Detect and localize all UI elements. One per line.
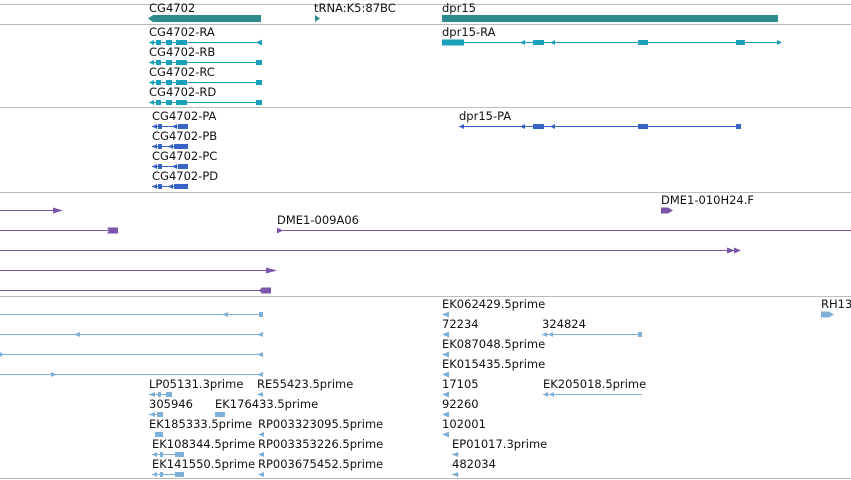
- transcript-label-dpr15-ra: dpr15-RA: [442, 25, 496, 39]
- transcript-feature-cg4702-ra[interactable]: [149, 39, 262, 46]
- clone-feature-dme1-010h24[interactable]: [661, 207, 673, 214]
- est-label-ek015435: EK015435.5prime: [442, 357, 545, 371]
- est-feature-lp05131[interactable]: [149, 392, 172, 397]
- est-feature-102001[interactable]: [442, 431, 449, 438]
- transcript-feature-cg4702-rb[interactable]: [149, 60, 262, 65]
- est-label-ek205018: EK205018.5prime: [543, 377, 646, 391]
- transcript-label-cg4702-ra: CG4702-RA: [149, 25, 215, 39]
- est-label-rp003675452: RP003675452.5prime: [258, 457, 383, 471]
- track-dividers: [0, 4, 851, 479]
- est-label-rp003353226: RP003353226.5prime: [258, 437, 383, 451]
- clone-track: DME1-010H24.F DME1-009A06: [0, 193, 851, 294]
- est-feature-rh13[interactable]: [821, 311, 834, 318]
- est-feature-ek108344[interactable]: [152, 452, 184, 457]
- clone-feature-dme1-009a06[interactable]: [277, 227, 851, 234]
- est-feature-324824[interactable]: [542, 332, 642, 337]
- clone-feature-4[interactable]: [0, 267, 277, 274]
- protein-label-cg4702-pd: CG4702-PD: [152, 169, 218, 183]
- est-label-ek087048: EK087048.5prime: [442, 337, 545, 351]
- transcript-label-cg4702-rc: CG4702-RC: [149, 65, 215, 79]
- transcript-track: CG4702-RA CG4702-RB CG4702-RC CG: [149, 25, 782, 105]
- est-label-17105: 17105: [442, 377, 479, 391]
- gene-feature-cg4702-arrow: [148, 15, 153, 22]
- est-label-lp05131: LP05131.3prime: [149, 377, 243, 391]
- gene-label-trna: tRNA:K5:87BC: [314, 1, 396, 15]
- protein-label-cg4702-pc: CG4702-PC: [152, 149, 217, 163]
- gene-track: CG4702 tRNA:K5:87BC dpr15: [148, 1, 778, 22]
- est-feature-ek205018[interactable]: [543, 392, 642, 397]
- est-feature-rp003353226[interactable]: [258, 452, 264, 457]
- est-feature-ek176433[interactable]: [215, 412, 225, 417]
- est-feature-ek015435[interactable]: [442, 371, 449, 378]
- transcript-feature-dpr15-ra[interactable]: [442, 39, 782, 46]
- gene-label-dpr15: dpr15: [442, 1, 476, 15]
- est-feature-17105[interactable]: [442, 391, 449, 398]
- transcript-label-cg4702-rb: CG4702-RB: [149, 45, 215, 59]
- protein-track: CG4702-PA CG4702-PB CG4702-PC CG4702-PD: [152, 109, 741, 189]
- est-label-324824: 324824: [542, 317, 586, 331]
- est-feature-305946[interactable]: [149, 412, 163, 417]
- est-label-rh13: RH13: [821, 297, 851, 311]
- protein-feature-cg4702-pb[interactable]: [152, 144, 188, 149]
- est-label-rp003323095: RP003323095.5prime: [258, 417, 383, 431]
- est-feature-ep01017[interactable]: [452, 452, 459, 457]
- transcript-feature-cg4702-rd[interactable]: [149, 100, 262, 105]
- est-feature-rp003675452[interactable]: [258, 472, 264, 477]
- protein-feature-cg4702-pa[interactable]: [152, 124, 188, 129]
- est-track: EK062429.5prime RH13 72234 324824 EK0870…: [0, 297, 851, 477]
- est-feature-left-1[interactable]: [0, 312, 263, 317]
- est-label-92260: 92260: [442, 397, 479, 411]
- transcript-label-cg4702-rd: CG4702-RD: [149, 85, 216, 99]
- est-feature-ek062429[interactable]: [442, 311, 449, 318]
- gene-label-cg4702: CG4702: [149, 1, 195, 15]
- est-feature-left-2[interactable]: [0, 332, 263, 337]
- est-feature-482034[interactable]: [452, 472, 459, 477]
- est-feature-ek141550[interactable]: [152, 472, 184, 477]
- protein-feature-cg4702-pc[interactable]: [152, 164, 188, 169]
- gene-feature-cg4702[interactable]: [153, 15, 261, 22]
- est-label-ek185333: EK185333.5prime: [149, 417, 252, 431]
- clone-label-dme1-010h24: DME1-010H24.F: [661, 193, 754, 207]
- est-label-re55423: RE55423.5prime: [257, 377, 353, 391]
- est-feature-re55423[interactable]: [257, 392, 263, 397]
- est-label-102001: 102001: [442, 417, 486, 431]
- clone-feature-2[interactable]: [0, 227, 118, 234]
- est-label-ek176433: EK176433.5prime: [215, 397, 318, 411]
- gene-feature-trna[interactable]: [315, 15, 320, 22]
- est-label-ek108344: EK108344.5prime: [152, 437, 255, 451]
- clone-feature-1[interactable]: [0, 207, 63, 214]
- est-feature-72234[interactable]: [442, 331, 449, 338]
- est-label-482034: 482034: [452, 457, 496, 471]
- clone-label-dme1-009a06: DME1-009A06: [277, 213, 359, 227]
- est-feature-left-3[interactable]: [0, 352, 263, 357]
- protein-feature-dpr15-pa[interactable]: [459, 124, 741, 129]
- clone-feature-5[interactable]: [0, 287, 271, 294]
- protein-label-cg4702-pb: CG4702-PB: [152, 129, 217, 143]
- est-label-ek062429: EK062429.5prime: [442, 297, 545, 311]
- est-label-305946: 305946: [149, 397, 193, 411]
- gene-feature-dpr15[interactable]: [442, 15, 778, 22]
- protein-label-cg4702-pa: CG4702-PA: [152, 109, 217, 123]
- est-feature-ek185333[interactable]: [155, 432, 163, 437]
- est-feature-92260[interactable]: [442, 411, 449, 418]
- clone-feature-3[interactable]: [0, 247, 741, 254]
- est-label-ep01017: EP01017.3prime: [452, 437, 547, 451]
- transcript-feature-cg4702-rc[interactable]: [149, 80, 262, 85]
- protein-label-dpr15-pa: dpr15-PA: [459, 109, 511, 123]
- est-feature-ek087048[interactable]: [442, 351, 449, 358]
- est-label-ek141550: EK141550.5prime: [152, 457, 255, 471]
- protein-feature-cg4702-pd[interactable]: [152, 184, 188, 189]
- est-label-72234: 72234: [442, 317, 479, 331]
- est-feature-rp003323095[interactable]: [258, 432, 264, 437]
- est-feature-left-4[interactable]: [0, 372, 263, 377]
